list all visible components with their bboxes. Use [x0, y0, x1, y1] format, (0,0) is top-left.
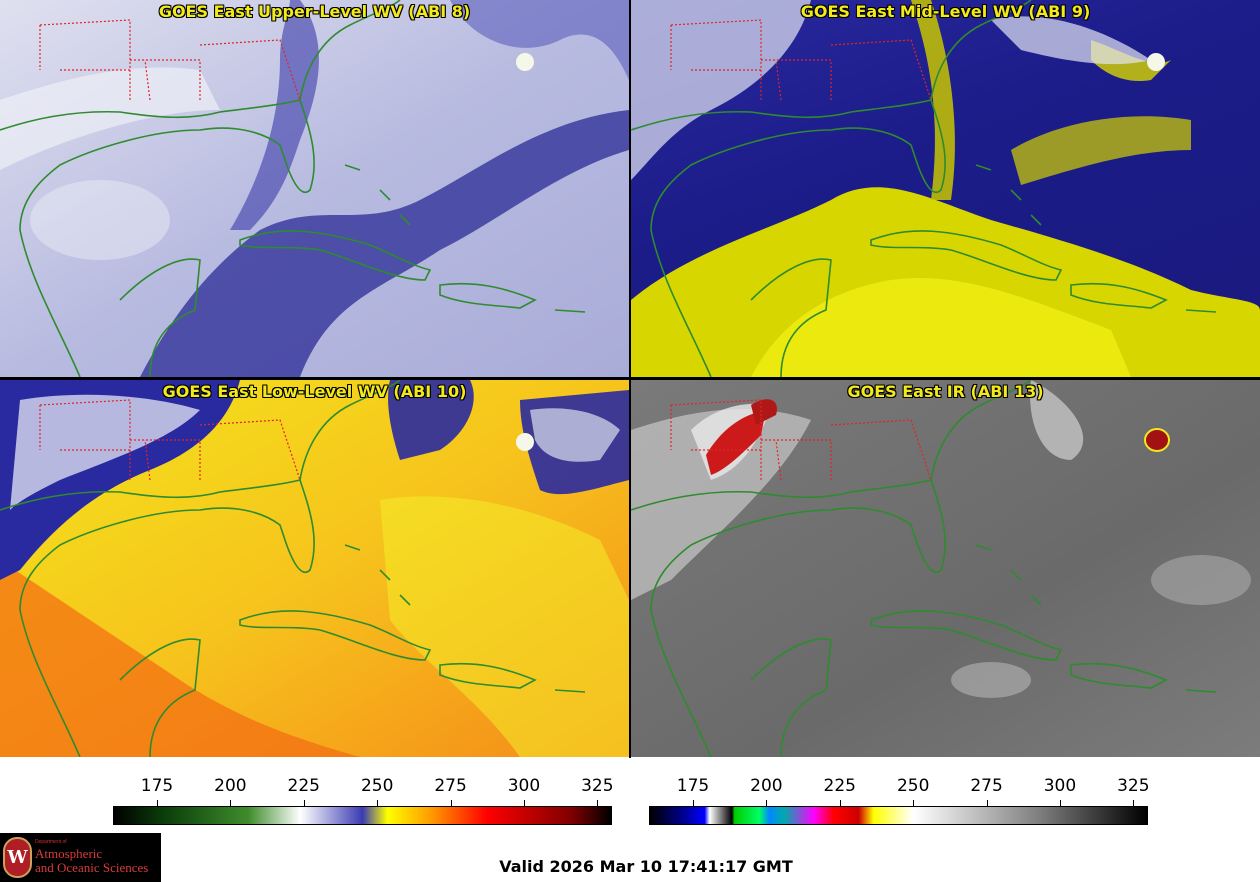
- colorbar-tick-label: 300: [507, 776, 541, 796]
- colorbar-tick-mark: [913, 800, 915, 806]
- colorbar-tick-label: 175: [140, 776, 174, 796]
- colorbar-tick-mark: [693, 800, 695, 806]
- mid-level-wv-image: [631, 0, 1260, 377]
- wv-colorbar-ticks: 175 200 225 250 275 300 325: [113, 776, 614, 798]
- colorbar-tick-mark: [986, 800, 988, 806]
- upper-level-wv-panel: GOES East Upper-Level WV (ABI 8): [0, 0, 629, 377]
- ir-image: [631, 380, 1260, 757]
- ir-panel: GOES East IR (ABI 13): [631, 380, 1260, 757]
- low-level-wv-title: GOES East Low-Level WV (ABI 10): [162, 382, 467, 401]
- logo-dept-text: Department of: [35, 839, 67, 845]
- colorbar-tick-mark: [377, 800, 379, 806]
- colorbar-tick-mark: [157, 800, 159, 806]
- low-level-wv-image: [0, 380, 629, 757]
- ir-title: GOES East IR (ABI 13): [847, 382, 1044, 401]
- mid-level-wv-title: GOES East Mid-Level WV (ABI 9): [800, 2, 1091, 21]
- colorbar-tick-label: 325: [1117, 776, 1150, 796]
- colorbar-tick-label: 325: [581, 776, 614, 796]
- ir-colorbar-gradient: [649, 806, 1148, 825]
- valid-time: Valid 2026 Mar 10 17:41:17 GMT: [499, 857, 793, 876]
- colorbar-tick-mark: [303, 800, 305, 806]
- wv-colorbar-gradient: [113, 806, 612, 825]
- colorbar-tick-label: 300: [1043, 776, 1077, 796]
- colorbar-tick-mark: [597, 800, 599, 806]
- colorbar-tick-mark: [230, 800, 232, 806]
- colorbar-tick-label: 225: [823, 776, 856, 796]
- low-level-wv-panel: GOES East Low-Level WV (ABI 10): [0, 380, 629, 757]
- colorbar-tick-mark: [1059, 800, 1061, 806]
- logo-line1: Atmospheric: [35, 846, 103, 861]
- colorbar-tick-label: 275: [434, 776, 467, 796]
- colorbar-tick-mark: [839, 800, 841, 806]
- ir-colorbar-ticks: 175 200 225 250 275 300 325: [649, 776, 1150, 798]
- colorbar-tick-mark: [450, 800, 452, 806]
- upper-level-wv-title: GOES East Upper-Level WV (ABI 8): [158, 2, 471, 21]
- mid-level-wv-panel: GOES East Mid-Level WV (ABI 9): [631, 0, 1260, 377]
- colorbar-tick-label: 225: [287, 776, 320, 796]
- ir-colorbar: 175 200 225 250 275 300 325: [649, 762, 1150, 832]
- logo-line2: and Oceanic Sciences: [35, 860, 149, 875]
- colorbar-tick-label: 200: [750, 776, 783, 796]
- upper-level-wv-image: [0, 0, 629, 377]
- colorbar-tick-label: 200: [214, 776, 247, 796]
- colorbar-tick-mark: [766, 800, 768, 806]
- aos-logo: W Department of Atmospheric and Oceanic …: [0, 833, 161, 882]
- colorbar-tick-mark: [523, 800, 525, 806]
- colorbar-tick-label: 250: [360, 776, 394, 796]
- uw-seal-icon: W: [3, 837, 32, 878]
- colorbar-tick-label: 250: [896, 776, 930, 796]
- colorbar-tick-label: 175: [676, 776, 710, 796]
- colorbar-tick-label: 275: [970, 776, 1003, 796]
- wv-colorbar: 175 200 225 250 275 300 325: [113, 762, 614, 832]
- panel-divider-horizontal: [0, 377, 1260, 380]
- colorbar-tick-mark: [1133, 800, 1135, 806]
